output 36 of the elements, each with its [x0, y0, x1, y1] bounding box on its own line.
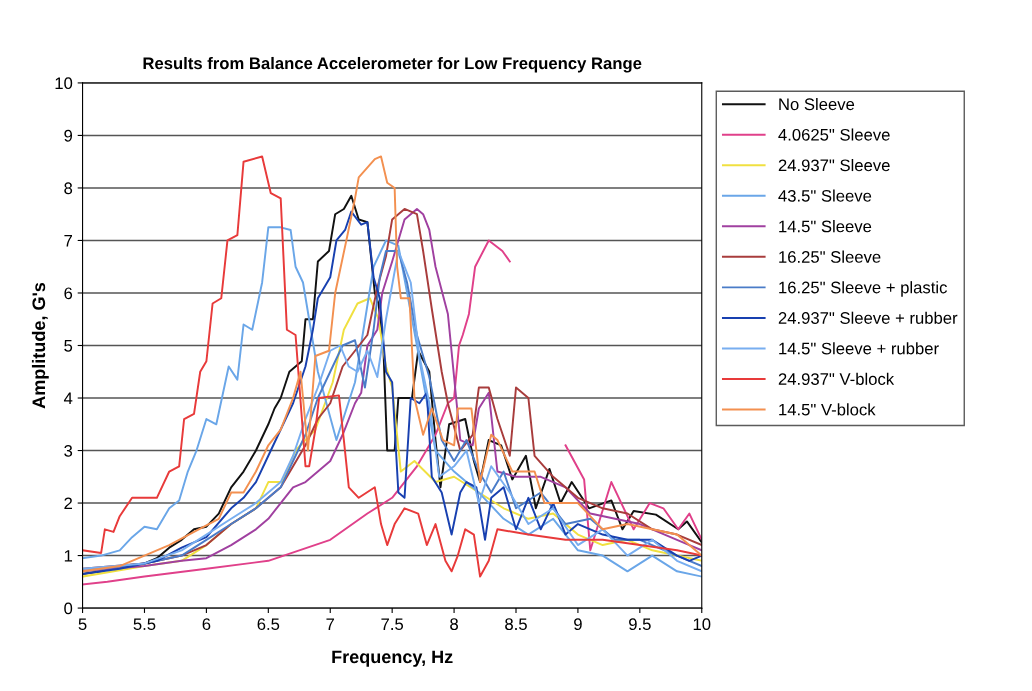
legend-label: 14.5" Sleeve + rubber: [779, 342, 939, 355]
x-tick-label: 5.5: [133, 618, 156, 631]
legend-label: 24.937" Sleeve: [778, 158, 890, 172]
legend-label: 16.25" Sleeve: [779, 250, 881, 263]
y-tick-label: 7: [64, 235, 72, 247]
legend-label: 4.0625" Sleeve: [778, 128, 890, 141]
x-tick-label: 8.5: [505, 618, 527, 631]
legend-label: 14.5" V-block: [779, 403, 876, 416]
y-tick-label: 0: [64, 602, 73, 615]
y-tick-label: 6: [64, 287, 73, 300]
legend-label: 24.937" V-block: [778, 372, 895, 385]
legend-label: 43.5" Sleeve: [778, 189, 872, 202]
chart-title: Results from Balance Accelerometer for Low Frequency Range: [143, 56, 642, 73]
y-tick-label: 3: [64, 444, 73, 457]
x-tick-label: 10: [693, 618, 711, 631]
y-tick-label: 4: [63, 392, 73, 405]
y-tick-label: 10: [55, 77, 73, 90]
legend-label: 16.25" Sleeve + plastic: [779, 281, 947, 297]
x-tick-label: 9: [574, 618, 582, 631]
x-tick-label: 6.5: [257, 618, 280, 631]
x-tick-label: 7.5: [381, 618, 404, 631]
legend-label: No Sleeve: [779, 97, 855, 111]
y-tick-label: 2: [64, 497, 72, 510]
x-tick-label: 9.5: [629, 618, 651, 631]
y-tick-label: 8: [64, 182, 73, 195]
x-tick-label: 5: [78, 618, 87, 631]
y-axis-title: Amplitude, G's: [31, 282, 49, 409]
y-tick-label: 9: [64, 129, 73, 142]
legend-label: 14.5" Sleeve: [779, 220, 872, 233]
x-tick-label: 7: [326, 618, 335, 630]
y-tick-label: 1: [64, 550, 73, 562]
legend-label: 24.937" Sleeve + rubber: [778, 311, 958, 324]
y-tick-label: 5: [64, 340, 73, 352]
x-axis-title: Frequency, Hz: [332, 650, 453, 667]
x-tick-label: 6: [202, 618, 211, 631]
x-tick-label: 8: [450, 618, 458, 631]
